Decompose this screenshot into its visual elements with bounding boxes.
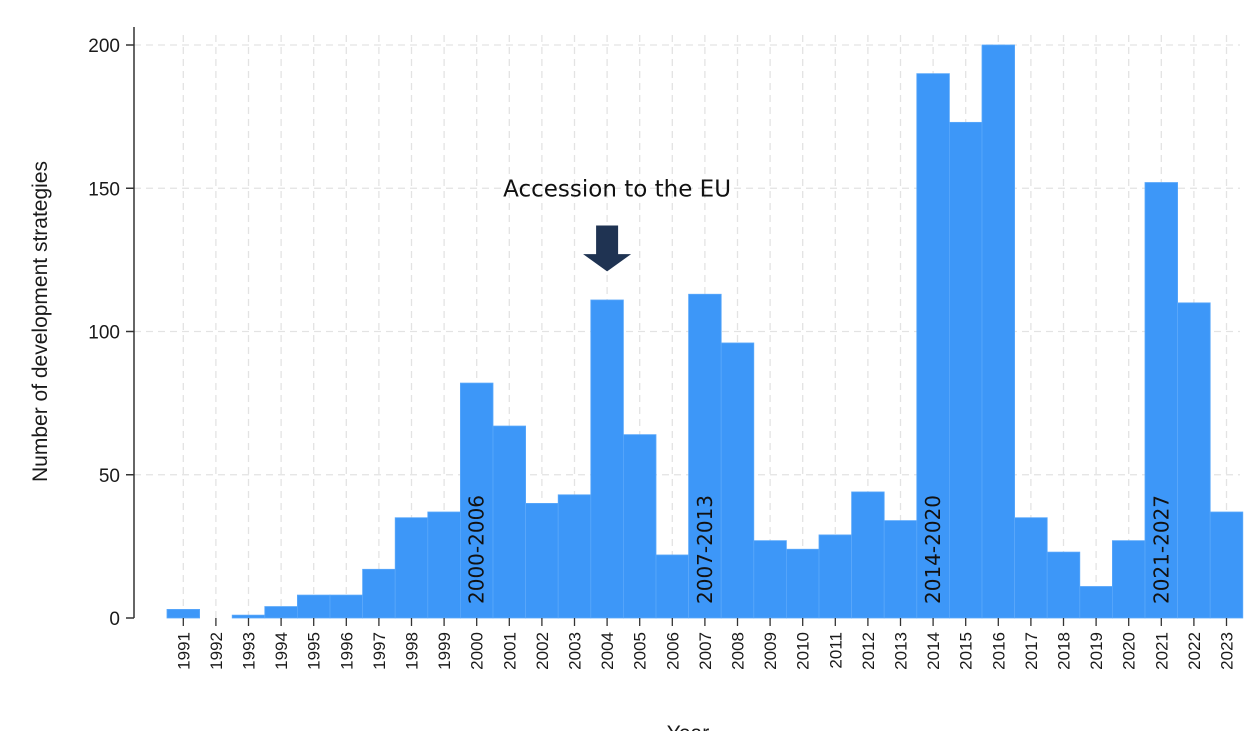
y-axis-title: Number of development strategies bbox=[29, 161, 52, 482]
bar-2021 bbox=[1144, 182, 1178, 619]
bar-2001 bbox=[492, 425, 526, 619]
bar-2009 bbox=[753, 540, 787, 619]
bar-1998 bbox=[394, 517, 429, 619]
x-tick-label: 2021 bbox=[1152, 632, 1171, 670]
bar-2004 bbox=[590, 299, 624, 619]
x-tick-label: 1999 bbox=[435, 632, 454, 670]
bar-2015 bbox=[949, 121, 983, 619]
x-tick-label: 1996 bbox=[337, 632, 356, 670]
x-tick-label: 2014 bbox=[924, 632, 943, 670]
x-tick-labels: 1991 1992 1993 1994 1995 1996 1997 1998 1999 2000… bbox=[174, 618, 1237, 670]
x-axis-title: Year bbox=[667, 722, 709, 731]
x-tick-label: 1993 bbox=[240, 632, 259, 670]
bar-2002 bbox=[525, 502, 559, 619]
x-tick-label: 2016 bbox=[989, 632, 1008, 670]
x-tick-label: 1992 bbox=[207, 632, 226, 670]
x-tick-label: 2022 bbox=[1185, 632, 1204, 670]
x-tick-label: 2011 bbox=[826, 632, 845, 669]
x-tick-label: 2001 bbox=[500, 632, 519, 670]
y-tick-label: 150 bbox=[88, 179, 120, 200]
bar-2022 bbox=[1177, 302, 1211, 619]
bar-1991 bbox=[166, 609, 200, 619]
bar-2008 bbox=[720, 342, 755, 619]
x-tick-label: 2010 bbox=[794, 632, 813, 670]
x-tick-label: 2020 bbox=[1120, 632, 1139, 670]
bar-2000 bbox=[459, 382, 494, 619]
period-label: 2007-2013 bbox=[693, 495, 717, 604]
x-tick-label: 2015 bbox=[957, 632, 976, 670]
bar-2006 bbox=[655, 554, 689, 619]
x-tick-label: 2000 bbox=[468, 632, 487, 670]
x-tick-label: 1998 bbox=[403, 632, 422, 670]
x-tick-label: 2023 bbox=[1218, 632, 1237, 670]
bar-2011 bbox=[818, 534, 852, 619]
y-tick-labels: 0 50 100 150 200 bbox=[88, 36, 134, 630]
x-tick-label: 2007 bbox=[696, 632, 715, 670]
bar-2012 bbox=[851, 491, 885, 619]
bar-2014 bbox=[916, 73, 950, 619]
y-tick-label: 0 bbox=[109, 609, 120, 630]
bar-2013 bbox=[883, 520, 918, 619]
x-tick-label: 1994 bbox=[272, 632, 291, 670]
bar-2023 bbox=[1209, 511, 1244, 619]
annotation-text: Accession to the EU bbox=[503, 176, 731, 202]
x-tick-label: 2019 bbox=[1087, 632, 1106, 670]
down-arrow-icon bbox=[583, 225, 632, 272]
bar-2005 bbox=[623, 434, 657, 619]
period-label: 2014-2020 bbox=[921, 495, 945, 604]
period-label: 2000-2006 bbox=[465, 495, 489, 604]
x-tick-label: 2004 bbox=[598, 632, 617, 670]
bar-1993 bbox=[231, 614, 266, 619]
bar-1997 bbox=[362, 568, 396, 619]
bar-2016 bbox=[981, 44, 1015, 619]
x-tick-label: 2002 bbox=[533, 632, 552, 670]
bar-2017 bbox=[1014, 517, 1048, 619]
x-tick-label: 2009 bbox=[761, 632, 780, 670]
accession-annotation: Accession to the EU bbox=[503, 176, 731, 272]
x-tick-label: 2018 bbox=[1055, 632, 1074, 670]
bar-1994 bbox=[264, 606, 298, 619]
x-tick-label: 2006 bbox=[663, 632, 682, 670]
bar-1996 bbox=[329, 594, 363, 619]
bar-1999 bbox=[427, 511, 461, 619]
bar-2020 bbox=[1112, 540, 1146, 619]
bar-2019 bbox=[1079, 586, 1113, 619]
x-tick-label: 2013 bbox=[892, 632, 911, 670]
grid-lines bbox=[134, 35, 1240, 618]
y-tick-label: 50 bbox=[99, 466, 120, 487]
bar-2018 bbox=[1046, 551, 1081, 619]
y-tick-label: 200 bbox=[88, 36, 120, 57]
x-tick-label: 1995 bbox=[305, 632, 324, 670]
bar-2003 bbox=[557, 494, 592, 619]
x-tick-label: 2008 bbox=[729, 632, 748, 670]
x-tick-label: 2017 bbox=[1022, 632, 1041, 670]
x-tick-label: 2012 bbox=[859, 632, 878, 670]
period-labels: 2000-2006 2007-2013 2014-2020 2021-2027 bbox=[465, 495, 1174, 604]
period-label: 2021-2027 bbox=[1149, 495, 1173, 604]
bars bbox=[166, 44, 1244, 619]
bar-2010 bbox=[786, 548, 820, 619]
bar-1995 bbox=[296, 594, 331, 619]
x-tick-label: 2005 bbox=[631, 632, 650, 670]
x-tick-label: 1991 bbox=[174, 632, 193, 670]
x-tick-label: 2003 bbox=[566, 632, 585, 670]
y-tick-label: 100 bbox=[88, 323, 120, 344]
x-tick-label: 1997 bbox=[370, 632, 389, 670]
